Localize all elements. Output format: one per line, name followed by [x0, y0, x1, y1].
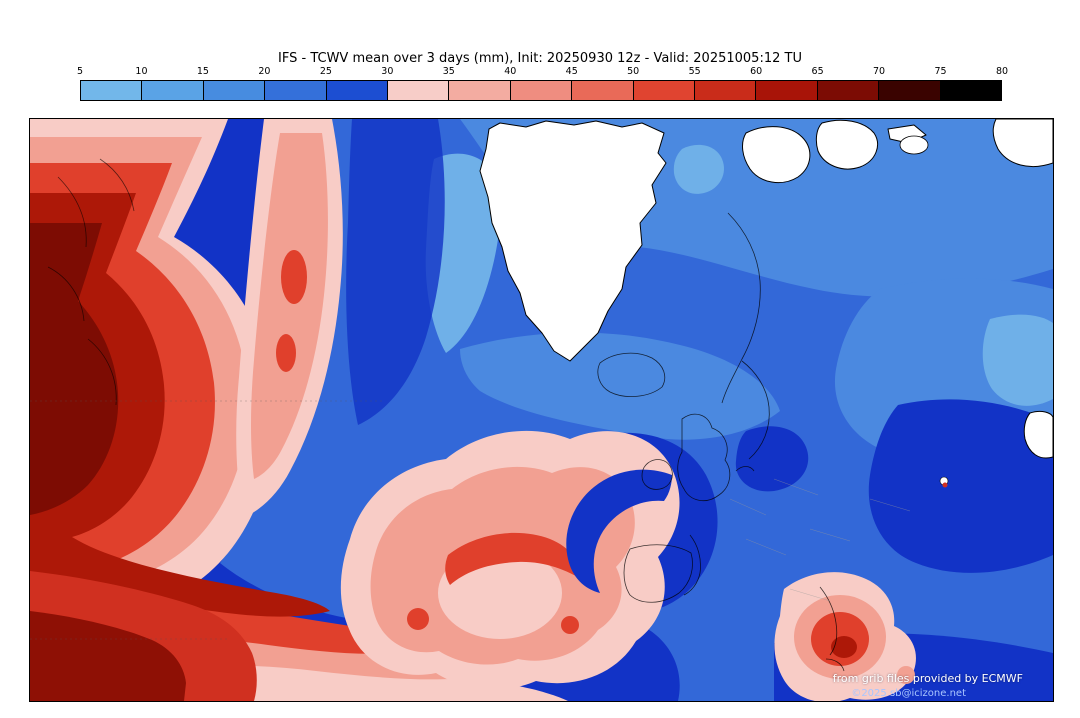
map-svg [30, 119, 1053, 701]
colorbar-segment [81, 81, 142, 100]
black-sea-speck [942, 482, 948, 488]
tcwv-high-west-mass [30, 119, 568, 701]
colorbar-tick-label: 70 [873, 66, 886, 77]
colorbar-tick-label: 20 [258, 66, 271, 77]
colorbar-segment [878, 81, 940, 100]
colorbar-ticks: 5 10 15 20 25 30 35 40 45 50 55 60 65 70 75 80 [76, 66, 1008, 79]
colorbar-tick-label: 10 [135, 66, 148, 77]
land-white-areas [479, 119, 1053, 486]
colorbar-segment [448, 81, 510, 100]
colorbar-tick-label: 45 [565, 66, 578, 77]
page-title: IFS - TCWV mean over 3 days (mm), Init: … [278, 51, 802, 66]
colorbar-tick-label: 40 [504, 66, 517, 77]
colorbar: 5 10 15 20 25 30 35 40 45 50 55 60 65 70 75 80 [76, 66, 1008, 101]
colorbar-tick-label: 35 [442, 66, 455, 77]
colorbar-tick-label: 50 [627, 66, 640, 77]
colorbar-segment [755, 81, 817, 100]
colorbar-bar [80, 80, 1002, 101]
colorbar-tick-label: 75 [934, 66, 947, 77]
svalbard-landmass [742, 126, 811, 184]
tcwv-mid-atlantic-swirl [340, 430, 680, 690]
attribution-source: from grib files provided by ECMWF [832, 672, 1023, 685]
tcwv-pink-comma [236, 119, 343, 518]
colorbar-tick-label: 25 [319, 66, 332, 77]
gridlines [30, 400, 382, 640]
colorbar-tick-label: 5 [76, 66, 84, 77]
colorbar-segment [264, 81, 326, 100]
coastlines [47, 158, 845, 672]
colorbar-segment [571, 81, 633, 100]
colorbar-segment [202, 81, 265, 100]
colorbar-segment [509, 81, 572, 100]
colorbar-segment [939, 81, 1002, 100]
country-borders [729, 478, 911, 602]
greenland-landmass [479, 120, 667, 362]
colorbar-tick-label: 55 [688, 66, 701, 77]
map-frame: from grib files provided by ECMWF ©2025 … [29, 118, 1054, 702]
colorbar-segment [141, 81, 203, 100]
colorbar-segment [816, 81, 879, 100]
colorbar-tick-label: 65 [811, 66, 824, 77]
colorbar-tick-label: 15 [196, 66, 209, 77]
colorbar-segment [325, 81, 388, 100]
attribution-copyright: ©2025 sb@icizone.net [851, 688, 966, 699]
colorbar-tick-label: 80 [995, 66, 1009, 77]
colorbar-tick-label: 60 [750, 66, 763, 77]
tcwv-italy-blob [774, 572, 916, 701]
colorbar-segment [632, 81, 695, 100]
colorbar-tick-label: 30 [381, 66, 394, 77]
colorbar-segment [694, 81, 756, 100]
colorbar-segment [387, 81, 449, 100]
